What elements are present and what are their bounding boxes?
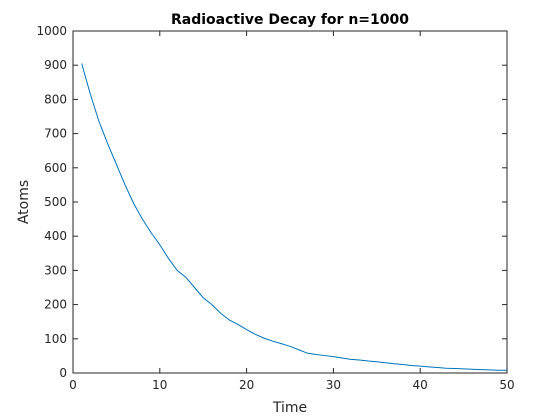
y-tick-label: 500 <box>44 195 67 209</box>
y-tick-label: 900 <box>44 58 67 72</box>
y-tick-label: 200 <box>44 298 67 312</box>
y-tick-label: 800 <box>44 92 67 106</box>
y-tick-label: 700 <box>44 127 67 141</box>
x-tick-label: 50 <box>499 378 514 392</box>
plot-area <box>73 31 507 373</box>
x-tick-label: 0 <box>69 378 77 392</box>
y-axis-label: Atoms <box>16 180 32 224</box>
axes-box <box>72 30 508 374</box>
x-tick-label: 40 <box>413 378 428 392</box>
series-line-atoms <box>81 63 507 371</box>
x-axis-ticks: 0 10 20 30 40 50 <box>69 31 515 392</box>
y-tick-label: 100 <box>44 332 67 346</box>
y-tick-label: 0 <box>59 366 67 380</box>
y-tick-label: 600 <box>44 161 67 175</box>
y-tick-label: 400 <box>44 229 67 243</box>
x-tick-label: 30 <box>326 378 341 392</box>
x-tick-label: 10 <box>152 378 167 392</box>
y-tick-label: 1000 <box>36 24 67 38</box>
y-tick-label: 300 <box>44 263 67 277</box>
x-axis-label: Time <box>272 400 307 416</box>
y-axis-ticks: 0 100 200 300 400 500 600 700 800 900 1000 <box>36 24 507 380</box>
chart-title: Radioactive Decay for n=1000 <box>171 12 409 28</box>
x-tick-label: 20 <box>239 378 254 392</box>
